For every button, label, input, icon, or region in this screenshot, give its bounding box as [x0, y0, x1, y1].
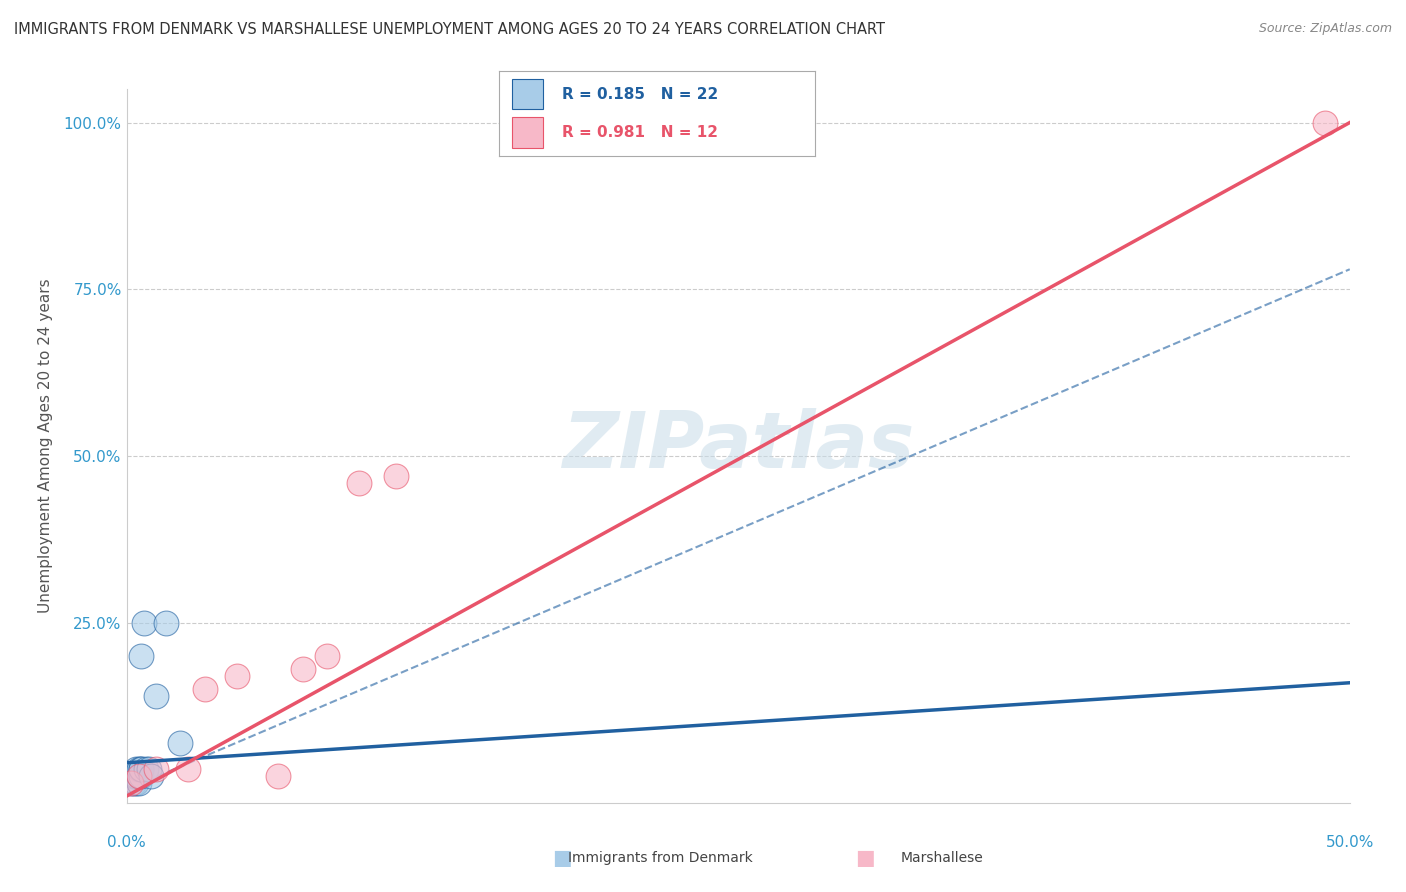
Text: Immigrants from Denmark: Immigrants from Denmark — [568, 851, 754, 865]
Point — [347, 475, 370, 490]
Point — [267, 769, 290, 783]
Point — [128, 763, 150, 777]
Point — [122, 769, 145, 783]
Point — [122, 776, 145, 790]
Point — [1315, 115, 1337, 129]
Point — [129, 763, 152, 777]
Point — [138, 763, 160, 777]
Point — [225, 669, 247, 683]
Point — [139, 769, 162, 783]
Text: 0.0%: 0.0% — [107, 836, 146, 850]
Point — [145, 689, 167, 703]
Point — [155, 615, 177, 630]
Y-axis label: Unemployment Among Ages 20 to 24 years: Unemployment Among Ages 20 to 24 years — [38, 278, 52, 614]
Text: ■: ■ — [553, 848, 572, 868]
Point — [128, 776, 150, 790]
Point — [129, 769, 152, 783]
Point — [145, 763, 167, 777]
Bar — [512, 117, 543, 147]
Text: IMMIGRANTS FROM DENMARK VS MARSHALLESE UNEMPLOYMENT AMONG AGES 20 TO 24 YEARS CO: IMMIGRANTS FROM DENMARK VS MARSHALLESE U… — [14, 22, 884, 37]
Text: Marshallese: Marshallese — [901, 851, 983, 865]
Point — [125, 769, 148, 783]
Text: R = 0.981   N = 12: R = 0.981 N = 12 — [562, 125, 718, 140]
Text: R = 0.185   N = 22: R = 0.185 N = 22 — [562, 87, 718, 102]
Bar — [512, 79, 543, 110]
Point — [128, 769, 150, 783]
Point — [120, 776, 142, 790]
Point — [120, 776, 142, 790]
Point — [135, 763, 157, 777]
Point — [128, 769, 150, 783]
Text: ZIPatlas: ZIPatlas — [562, 408, 914, 484]
Point — [384, 469, 406, 483]
Text: Source: ZipAtlas.com: Source: ZipAtlas.com — [1258, 22, 1392, 36]
Point — [132, 615, 155, 630]
Point — [129, 763, 152, 777]
Point — [291, 662, 314, 676]
Point — [194, 682, 217, 697]
Point — [316, 649, 339, 664]
Point — [177, 763, 200, 777]
Point — [125, 763, 148, 777]
Point — [129, 649, 152, 664]
Point — [122, 769, 145, 783]
Point — [122, 769, 145, 783]
Point — [169, 736, 191, 750]
Point — [125, 776, 148, 790]
Text: ■: ■ — [855, 848, 875, 868]
Text: 50.0%: 50.0% — [1326, 836, 1374, 850]
